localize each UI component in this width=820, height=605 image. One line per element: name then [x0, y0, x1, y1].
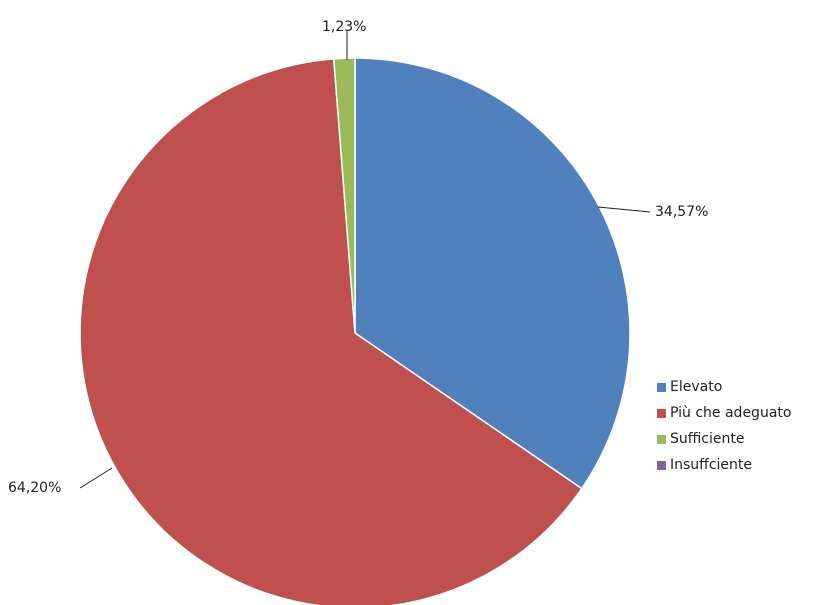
legend-swatch-insuffciente — [657, 460, 666, 470]
leader-line — [597, 206, 651, 213]
legend-item-piu-che-adeguato: Più che adeguato — [657, 400, 791, 426]
legend-swatch-piu-che-adeguato — [657, 408, 666, 418]
data-label: 1,23% — [322, 19, 366, 35]
data-label: 34,57% — [655, 204, 708, 220]
pie-slice-elevato — [354, 57, 631, 490]
legend-label: Sufficiente — [670, 431, 745, 447]
leader-line — [79, 467, 113, 489]
legend-item-insuffciente: Insuffciente — [657, 452, 791, 478]
legend-label: Elevato — [670, 379, 723, 395]
legend-item-elevato: Elevato — [657, 374, 791, 400]
legend-swatch-sufficiente — [657, 434, 666, 444]
legend-label: Più che adeguato — [670, 405, 792, 421]
legend: Elevato Più che adeguato Sufficiente Ins… — [657, 374, 791, 478]
pie-slice-sufficiente — [332, 57, 356, 334]
pie-slice-pi-che-adeguato — [79, 58, 583, 605]
legend-label: Insuffciente — [670, 457, 752, 473]
data-label: 64,20% — [8, 480, 61, 496]
legend-item-sufficiente: Sufficiente — [657, 426, 791, 452]
legend-swatch-elevato — [657, 382, 666, 392]
